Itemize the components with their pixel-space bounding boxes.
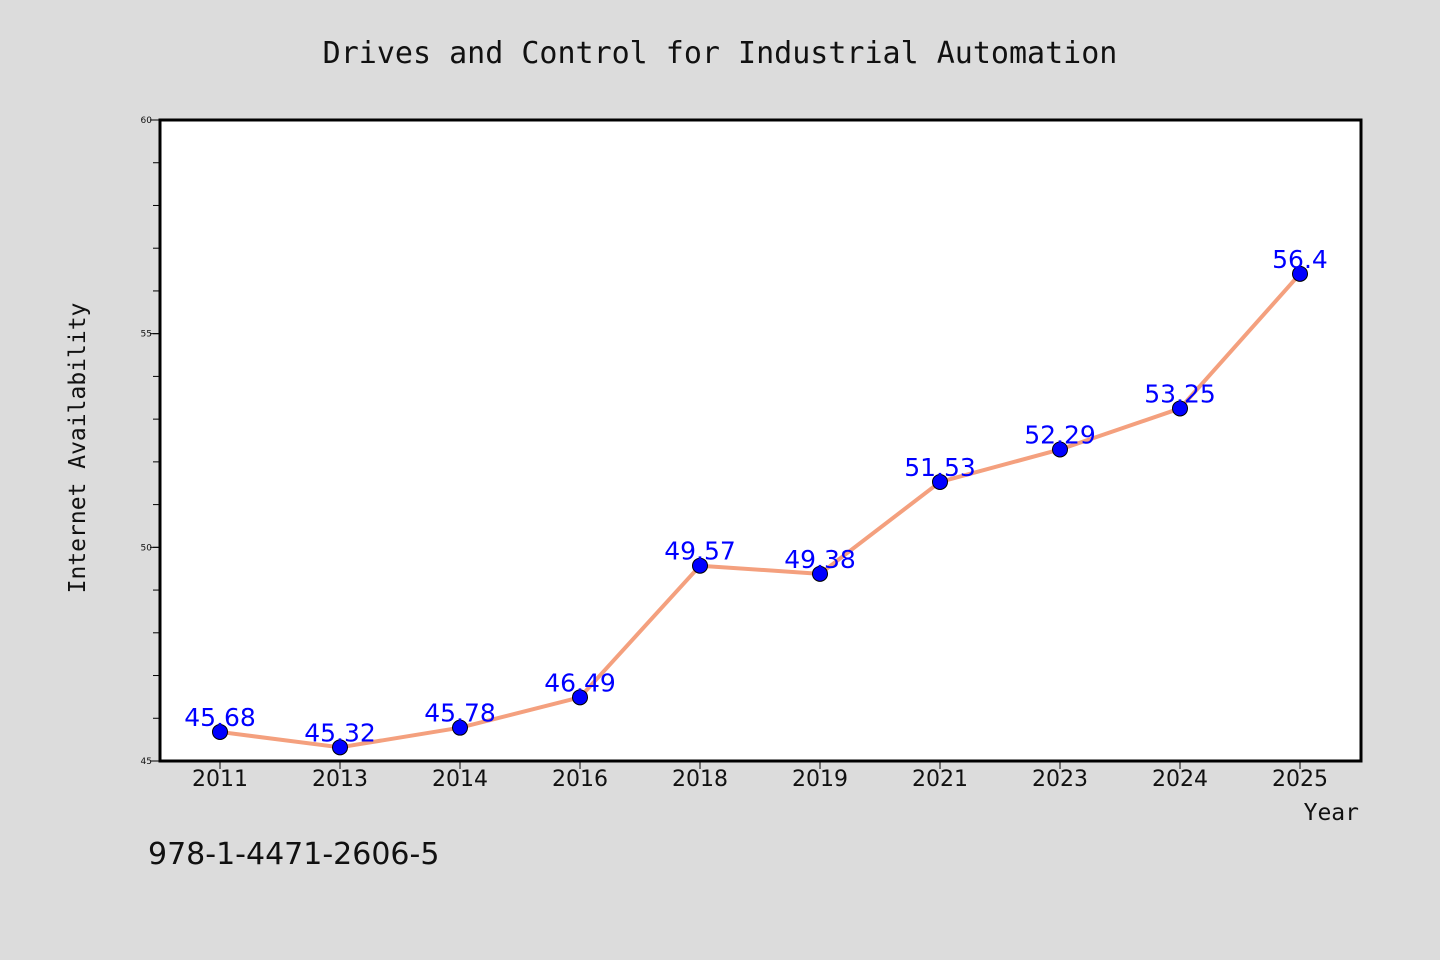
- data-label: 49.38: [784, 545, 856, 574]
- y-major-ticks: 45 50 55 60: [141, 116, 160, 767]
- x-tick-label: 2013: [312, 767, 368, 792]
- data-point: [212, 723, 228, 740]
- data-point: [572, 689, 588, 706]
- data-point: [1292, 265, 1308, 282]
- data-point: [1172, 400, 1188, 417]
- x-tick-label: 2016: [552, 767, 608, 792]
- data-point: [692, 557, 708, 574]
- x-tick-label: 2018: [672, 767, 728, 792]
- x-tick-label: 2011: [192, 767, 248, 792]
- data-label: 53.25: [1144, 379, 1216, 408]
- x-tick-label: 2023: [1032, 767, 1088, 792]
- x-tick-label: 2014: [432, 767, 488, 792]
- data-label: 52.29: [1024, 420, 1096, 449]
- x-tick-label: 2021: [912, 767, 968, 792]
- y-tick-label: 45: [141, 757, 152, 767]
- isbn-text: 978-1-4471-2606-5: [148, 837, 439, 872]
- series-line: [219, 272, 1302, 750]
- data-point: [452, 719, 468, 736]
- plot-area: [160, 120, 1361, 761]
- y-tick-label: 60: [141, 116, 153, 126]
- data-label: 45.78: [424, 699, 496, 728]
- data-label: 45.68: [184, 703, 256, 732]
- y-axis-label: Internet Availability: [65, 303, 91, 594]
- plot-frame: [158, 118, 1363, 763]
- x-tick-label: 2024: [1152, 767, 1208, 792]
- x-axis-label: Year: [1304, 800, 1359, 826]
- y-tick-label: 50: [141, 543, 153, 553]
- x-tick-label: 2025: [1272, 767, 1328, 792]
- data-markers: [212, 265, 1308, 756]
- data-point: [812, 565, 828, 582]
- data-label: 51.53: [904, 453, 976, 482]
- data-point: [932, 473, 948, 490]
- data-label: 49.57: [664, 537, 736, 566]
- data-point: [1052, 441, 1068, 458]
- chart-title: Drives and Control for Industrial Automa…: [323, 36, 1118, 71]
- data-label: 56.4: [1272, 245, 1328, 274]
- y-tick-label: 55: [141, 330, 152, 340]
- data-labels: 45.68 45.32 45.78 46.49 49.57 49.38 51.53 52.29…: [184, 245, 1328, 747]
- x-ticks: 2011 2013 2014 2016 2018 2019 2021 2023 2024 2025: [192, 761, 1328, 792]
- data-label: 45.32: [304, 718, 376, 747]
- data-label: 46.49: [544, 668, 616, 697]
- x-tick-label: 2019: [792, 767, 848, 792]
- data-point: [332, 739, 348, 756]
